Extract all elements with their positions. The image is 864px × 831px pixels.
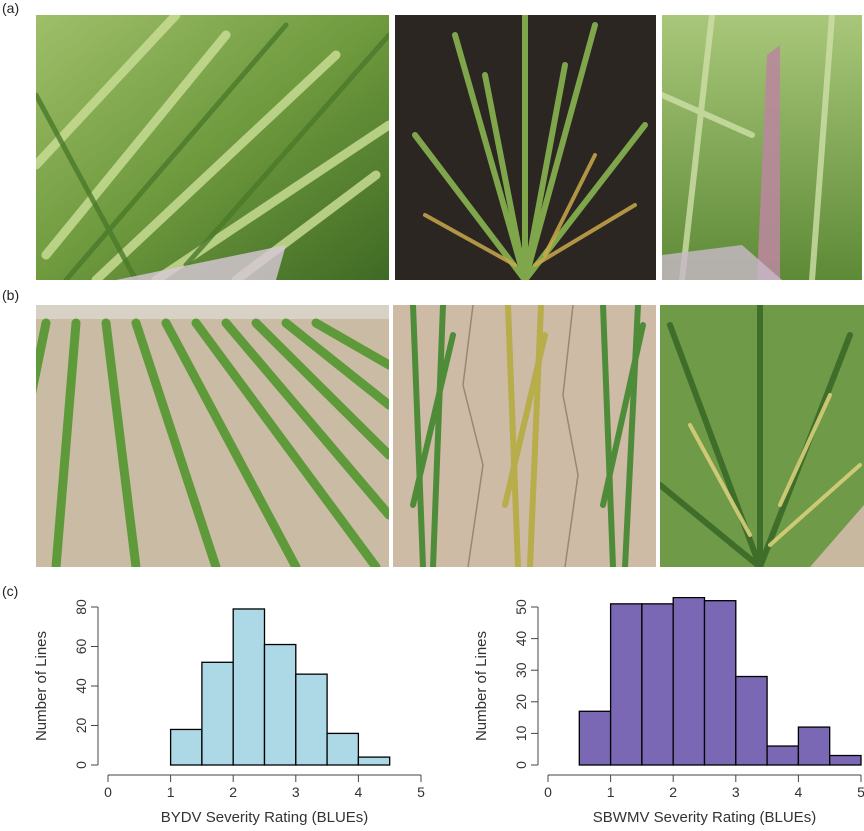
bydv-bar (357, 756, 391, 766)
bydv-y-tick-label: 40 (73, 678, 89, 694)
bydv-bar (263, 643, 297, 766)
sbwmv-bar (672, 597, 706, 766)
photo-wheat-purple-leaf (662, 15, 862, 280)
bydv-y-tick-label: 20 (73, 718, 89, 734)
sbwmv-x-tick-label: 0 (544, 784, 552, 800)
bydv-bar (232, 608, 266, 766)
sbwmv-bar (735, 675, 768, 766)
bydv-bar (326, 732, 360, 766)
bydv-y-axis-label: Number of Lines (33, 631, 50, 741)
sbwmv-y-tick-label: 40 (513, 631, 529, 647)
bydv-x-axis-label: BYDV Severity Rating (BLUEs) (161, 809, 369, 826)
sbwmv-y-tick-label: 10 (513, 725, 529, 741)
sbwmv-bar (829, 754, 862, 766)
sbwmv-bar (703, 600, 737, 766)
sbwmv-x-tick-label: 2 (669, 784, 677, 800)
photo-three-rows-cracked-soil (393, 305, 656, 567)
bydv-y-tick-label: 0 (73, 761, 89, 769)
bydv-y-tick-label: 80 (73, 599, 89, 615)
sbwmv-bar (609, 603, 643, 766)
histogram-bydv: 0 1 2 3 4 5 BYDV Severity Rating (BLUEs) 0 20 40 6… (33, 599, 425, 826)
sbwmv-y-tick-label: 0 (513, 761, 529, 769)
bydv-x-tick-label: 5 (417, 784, 425, 800)
sbwmv-x-tick-label: 4 (795, 784, 803, 800)
sbwmv-x-tick-label: 3 (732, 784, 740, 800)
photo-field-rows (36, 305, 389, 567)
bydv-bar (201, 661, 234, 766)
sbwmv-x-tick-label: 5 (857, 784, 864, 800)
bydv-y-tick-label: 60 (73, 639, 89, 655)
photo-wheat-plant-base (395, 15, 656, 280)
sbwmv-y-tick-label: 30 (513, 662, 529, 678)
panel-label-c: (c) (2, 583, 19, 599)
sbwmv-x-tick-label: 1 (607, 784, 615, 800)
sbwmv-bar (641, 603, 674, 766)
sbwmv-y-tick-label: 50 (513, 599, 529, 615)
sbwmv-bar (766, 745, 800, 766)
panel-label-a: (a) (2, 0, 20, 16)
bydv-x-tick-label: 4 (355, 784, 363, 800)
bydv-x-tick-label: 3 (292, 784, 300, 800)
sbwmv-x-axis-label: SBWMV Severity Rating (BLUEs) (593, 809, 816, 826)
histogram-sbwmv: 0 1 2 3 4 5 SBWMV Severity Rating (BLUEs) 0 10 20… (473, 597, 864, 826)
sbwmv-y-axis-label: Number of Lines (473, 631, 490, 741)
sbwmv-bar (578, 710, 612, 766)
sbwmv-bar (797, 726, 831, 766)
bydv-x-tick-label: 0 (104, 784, 112, 800)
bydv-x-tick-label: 2 (229, 784, 237, 800)
sbwmv-y-tick-label: 20 (513, 694, 529, 710)
photo-yellowing-plants (660, 305, 864, 567)
bydv-bar (169, 728, 203, 766)
bydv-bar (295, 673, 328, 766)
panel-label-b: (b) (2, 287, 20, 303)
bydv-x-tick-label: 1 (167, 784, 175, 800)
photo-wheat-heads-closeup (36, 15, 389, 280)
